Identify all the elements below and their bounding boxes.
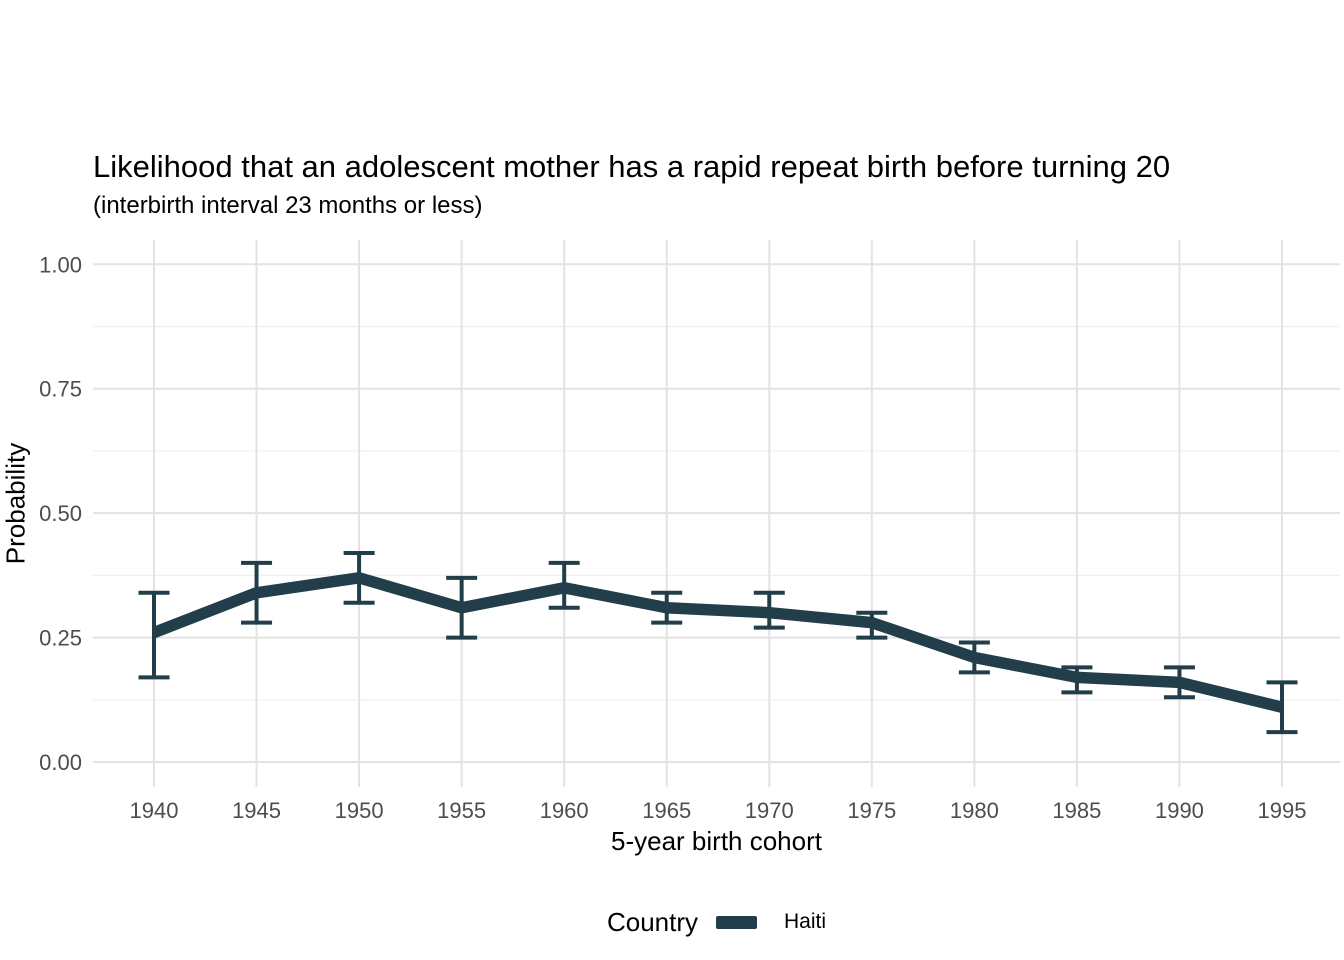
y-tick-label: 0.75 xyxy=(39,377,82,402)
x-tick-label: 1995 xyxy=(1258,798,1307,823)
x-tick-label: 1970 xyxy=(745,798,794,823)
legend: Country Haiti xyxy=(93,902,1340,942)
x-tick-label: 1980 xyxy=(950,798,999,823)
x-tick-label: 1965 xyxy=(642,798,691,823)
x-tick-label: 1990 xyxy=(1155,798,1204,823)
y-tick-label: 1.00 xyxy=(39,252,82,277)
series-line-haiti xyxy=(151,572,1284,713)
chart-title: Likelihood that an adolescent mother has… xyxy=(93,149,1171,184)
legend-label-haiti: Haiti xyxy=(784,910,827,933)
legend-title: Country xyxy=(606,906,699,937)
x-tick-label: 1960 xyxy=(540,798,589,823)
chart-subtitle: (interbirth interval 23 months or less) xyxy=(93,192,483,219)
x-tick-label: 1955 xyxy=(437,798,486,823)
legend-key-haiti xyxy=(716,915,758,929)
y-tick-label: 0.50 xyxy=(39,501,82,526)
x-axis-title: 5-year birth cohort xyxy=(611,826,822,856)
x-tick-label: 1950 xyxy=(335,798,384,823)
x-tick-label: 1940 xyxy=(130,798,179,823)
x-tick-label: 1985 xyxy=(1052,798,1101,823)
y-tick-label: 0.25 xyxy=(39,626,82,651)
y-tick-label: 0.00 xyxy=(39,750,82,775)
y-axis-title: Probability xyxy=(0,442,31,565)
x-tick-label: 1975 xyxy=(847,798,896,823)
x-tick-label: 1945 xyxy=(232,798,281,823)
